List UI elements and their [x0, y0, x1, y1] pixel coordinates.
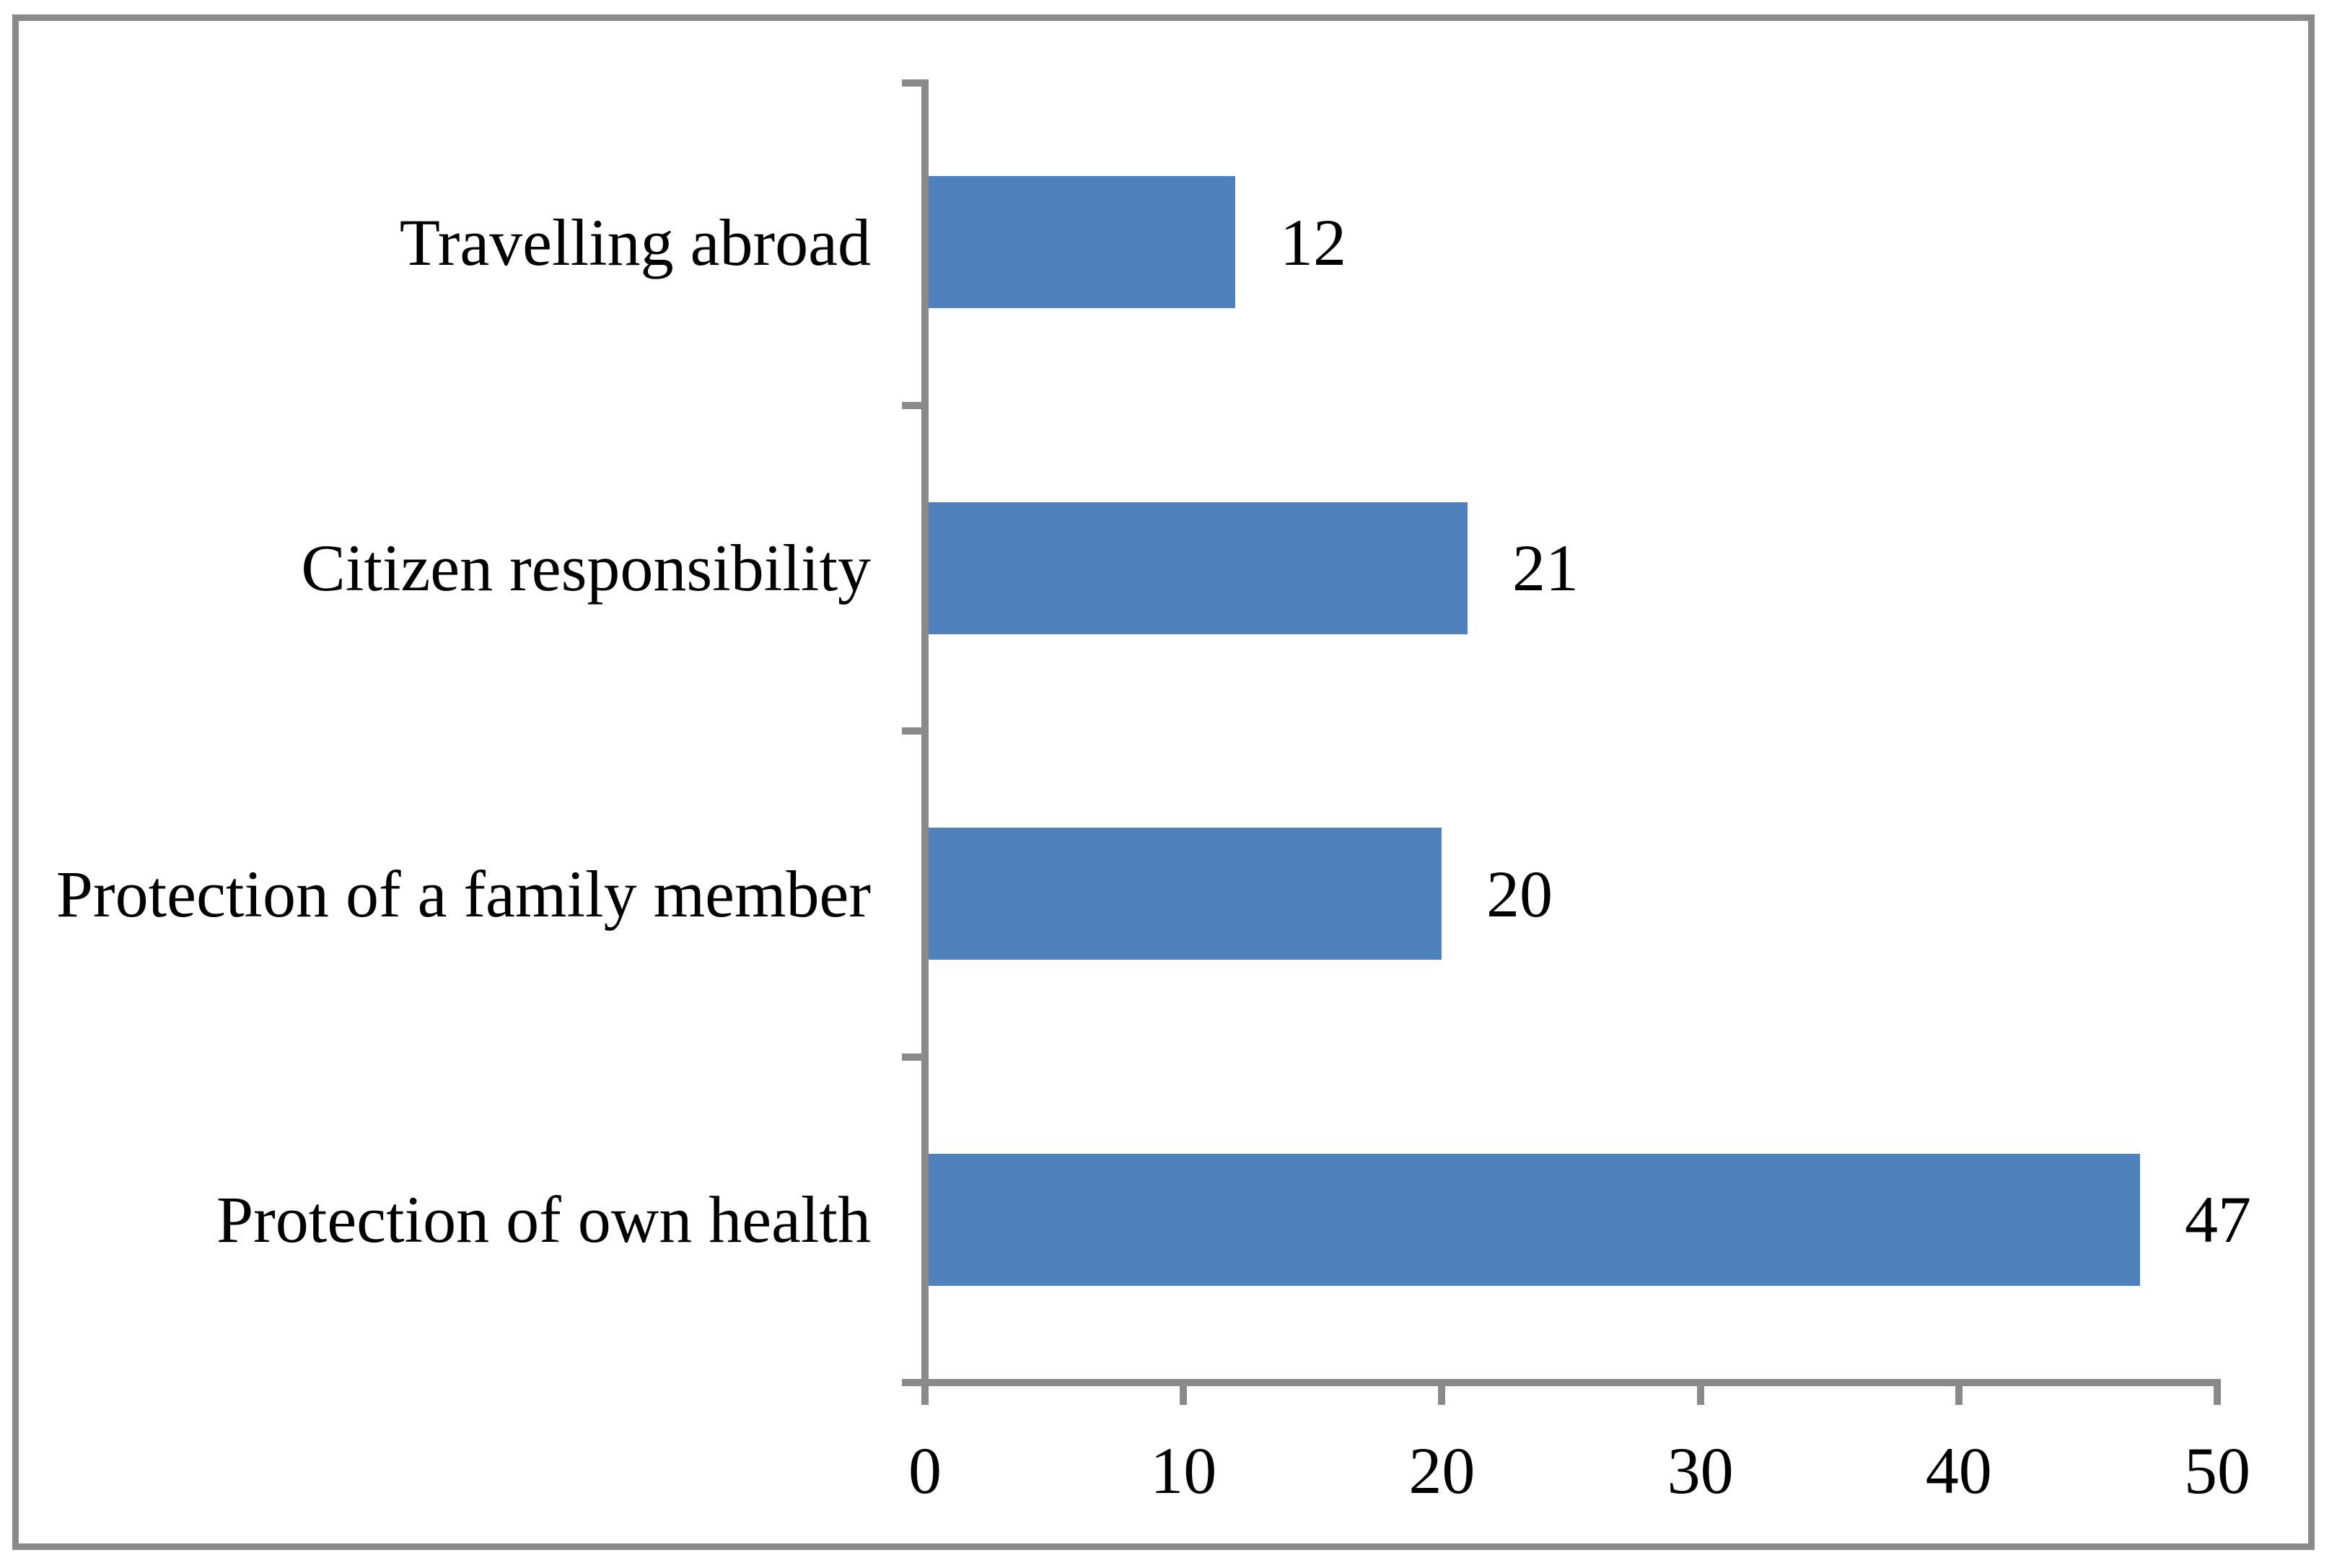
value-label: 47	[2185, 1183, 2251, 1256]
category-tick	[902, 727, 921, 735]
x-axis-tick-label: 50	[2184, 1434, 2250, 1507]
y-axis-line	[921, 79, 929, 1386]
category-label: Travelling abroad	[399, 206, 871, 279]
x-axis-tick-label: 20	[1408, 1434, 1476, 1507]
category-label: Protection of own health	[216, 1183, 871, 1256]
category-label: Protection of a family member	[56, 857, 871, 931]
x-axis-tick	[1438, 1386, 1446, 1405]
x-axis-tick	[2214, 1386, 2221, 1405]
x-axis-tick-label: 40	[1925, 1434, 1992, 1507]
value-label: 12	[1280, 206, 1346, 279]
x-axis-tick-label: 30	[1667, 1434, 1734, 1507]
bar	[929, 1154, 2140, 1286]
bar	[929, 502, 1468, 634]
x-axis-tick-label: 0	[908, 1434, 942, 1507]
x-axis-tick	[1955, 1386, 1963, 1405]
value-label: 20	[1486, 857, 1553, 931]
x-axis-tick	[1696, 1386, 1704, 1405]
chart-frame: Travelling abroad 12 Citizen responsibilit…	[12, 14, 2315, 1550]
category-tick	[902, 1053, 921, 1061]
bar	[929, 176, 1235, 308]
x-axis-tick	[1180, 1386, 1188, 1405]
category-label: Citizen responsibility	[301, 531, 871, 605]
x-axis-tick-label: 10	[1150, 1434, 1217, 1507]
category-tick	[902, 79, 921, 87]
plot-area: Travelling abroad 12 Citizen responsibilit…	[19, 21, 2308, 1543]
x-axis-line	[902, 1379, 2221, 1386]
category-tick	[902, 401, 921, 409]
bar	[929, 828, 1442, 960]
value-label: 21	[1512, 531, 1579, 605]
x-axis-tick	[921, 1386, 929, 1405]
